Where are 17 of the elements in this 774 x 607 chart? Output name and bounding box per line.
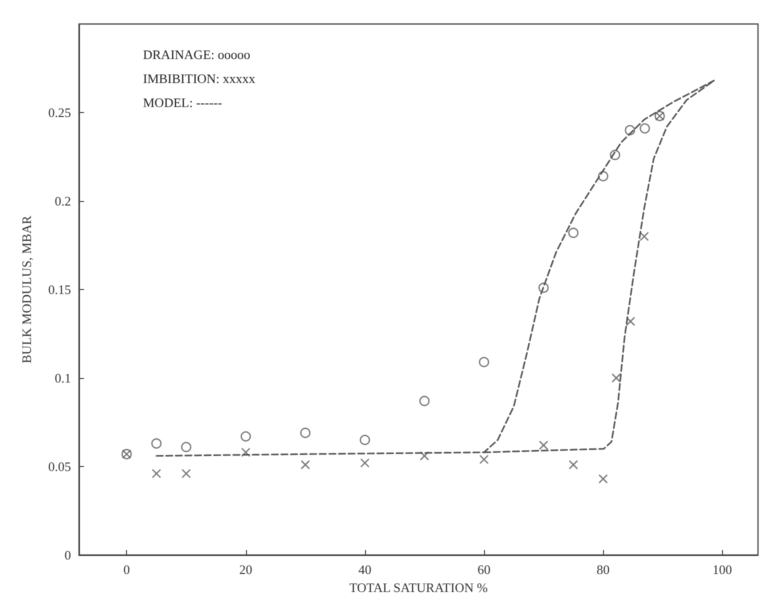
x-tick-label: 40 [358,562,372,577]
annotation: IMBIBITION: xxxxx [143,71,256,86]
x-tick-label: 20 [239,562,252,577]
y-axis-title: BULK MODULUS, MBAR [19,215,34,364]
annotation: MODEL: ------ [143,95,222,110]
y-tick-label: 0.15 [48,282,71,297]
y-tick-label: 0.2 [54,194,71,208]
y-tick-label: 0.1 [54,370,71,386]
x-tick-label: 100 [712,562,732,577]
x-tick-label: 60 [478,562,491,577]
x-tick-label: 0 [123,562,130,577]
x-tick-label: 80 [596,562,610,577]
y-tick-label: 0 [64,548,71,562]
annotation: DRAINAGE: ooooo [143,47,250,62]
x-axis-title: TOTAL SATURATION % [349,580,488,595]
y-tick-label: 0.05 [48,459,71,474]
y-tick-label: 0.25 [48,105,71,120]
